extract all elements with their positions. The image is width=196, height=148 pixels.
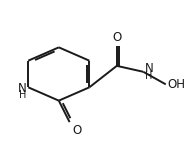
Text: N: N <box>17 82 26 95</box>
Text: O: O <box>112 31 121 44</box>
Text: H: H <box>19 90 26 100</box>
Text: OH: OH <box>168 78 186 91</box>
Text: O: O <box>73 124 82 137</box>
Text: N: N <box>145 62 154 75</box>
Text: H: H <box>145 71 153 81</box>
